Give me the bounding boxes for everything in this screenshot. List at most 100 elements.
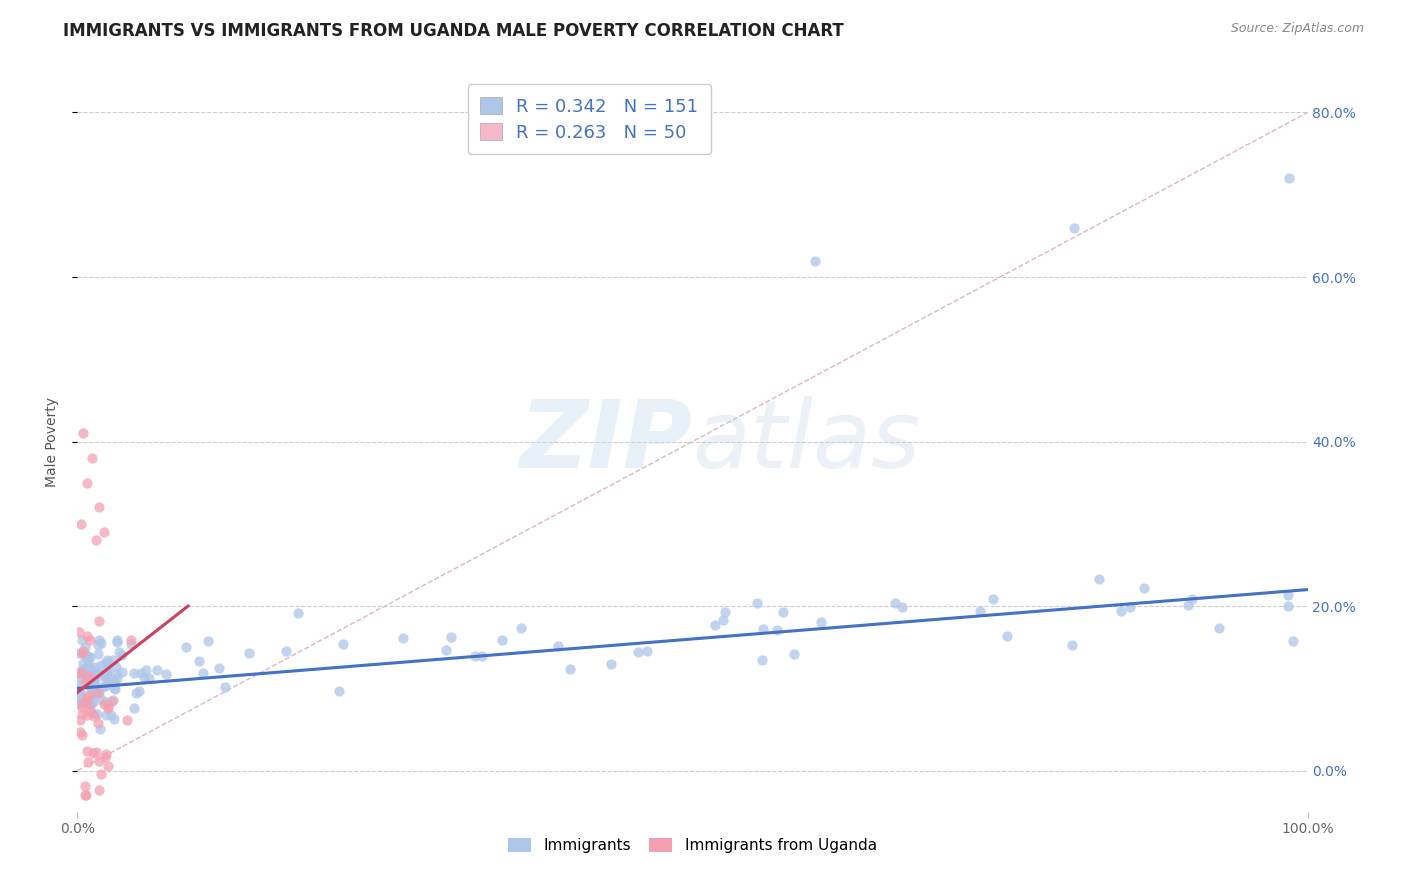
Point: [711, 613, 734, 627]
Point: [77, 664, 100, 678]
Point: [83, 709, 105, 723]
Point: [75, 789, 97, 803]
Point: [89, 754, 111, 768]
Point: [83, 674, 105, 689]
Point: [87, 633, 110, 648]
Point: [547, 639, 569, 653]
Point: [981, 592, 1004, 607]
Point: [752, 622, 775, 636]
Point: [67, 685, 90, 699]
Point: [197, 634, 219, 648]
Point: [97, 699, 120, 714]
Point: [810, 615, 832, 629]
Point: [86, 647, 108, 661]
Point: [72, 426, 94, 441]
Point: [1181, 591, 1204, 606]
Point: [93, 750, 115, 764]
Point: [101, 693, 124, 707]
Point: [72, 662, 94, 676]
Point: [434, 642, 457, 657]
Point: [70, 646, 93, 660]
Point: [103, 676, 125, 690]
Point: [97, 665, 120, 679]
Point: [103, 712, 125, 726]
Point: [80, 681, 103, 695]
Point: [510, 621, 533, 635]
Point: [122, 666, 145, 681]
Point: [76, 755, 98, 769]
Point: [132, 669, 155, 683]
Point: [332, 637, 354, 651]
Point: [77, 688, 100, 702]
Point: [207, 661, 229, 675]
Point: [96, 707, 118, 722]
Point: [73, 662, 96, 676]
Point: [84, 745, 107, 759]
Point: [238, 646, 260, 660]
Point: [107, 645, 129, 659]
Point: [77, 673, 100, 688]
Point: [83, 674, 105, 689]
Point: [75, 640, 97, 655]
Point: [83, 684, 105, 698]
Point: [80, 697, 103, 711]
Point: [76, 690, 98, 704]
Point: [1282, 633, 1305, 648]
Point: [193, 665, 215, 680]
Point: [91, 693, 114, 707]
Point: [72, 728, 94, 742]
Text: ZIP: ZIP: [520, 395, 693, 488]
Point: [471, 648, 494, 663]
Point: [67, 625, 90, 640]
Text: Source: ZipAtlas.com: Source: ZipAtlas.com: [1230, 22, 1364, 36]
Point: [77, 653, 100, 667]
Point: [558, 662, 581, 676]
Point: [77, 678, 100, 692]
Point: [83, 679, 105, 693]
Point: [75, 780, 97, 794]
Point: [94, 695, 117, 709]
Point: [104, 682, 127, 697]
Point: [96, 653, 118, 667]
Point: [80, 671, 103, 685]
Point: [89, 722, 111, 736]
Point: [79, 660, 101, 674]
Point: [105, 667, 128, 681]
Point: [1119, 600, 1142, 615]
Point: [79, 632, 101, 647]
Point: [89, 500, 111, 515]
Point: [120, 633, 142, 648]
Point: [103, 674, 125, 689]
Point: [96, 671, 118, 685]
Point: [93, 524, 115, 539]
Point: [96, 665, 118, 679]
Point: [176, 640, 198, 655]
Point: [75, 674, 97, 689]
Point: [79, 704, 101, 718]
Point: [76, 708, 98, 723]
Point: [91, 680, 114, 694]
Point: [97, 673, 120, 687]
Point: [1133, 581, 1156, 595]
Point: [105, 659, 128, 673]
Point: [107, 635, 129, 649]
Point: [274, 644, 297, 658]
Point: [75, 660, 97, 674]
Point: [82, 694, 104, 708]
Point: [67, 665, 90, 680]
Point: [97, 656, 120, 670]
Point: [103, 681, 125, 696]
Point: [135, 663, 157, 677]
Point: [766, 623, 789, 637]
Point: [90, 658, 112, 673]
Point: [1208, 621, 1230, 635]
Point: [82, 450, 104, 465]
Point: [87, 638, 110, 652]
Point: [79, 674, 101, 689]
Point: [75, 649, 97, 664]
Point: [884, 596, 907, 610]
Point: [69, 671, 91, 685]
Point: [93, 667, 115, 681]
Point: [131, 666, 153, 681]
Point: [67, 646, 90, 660]
